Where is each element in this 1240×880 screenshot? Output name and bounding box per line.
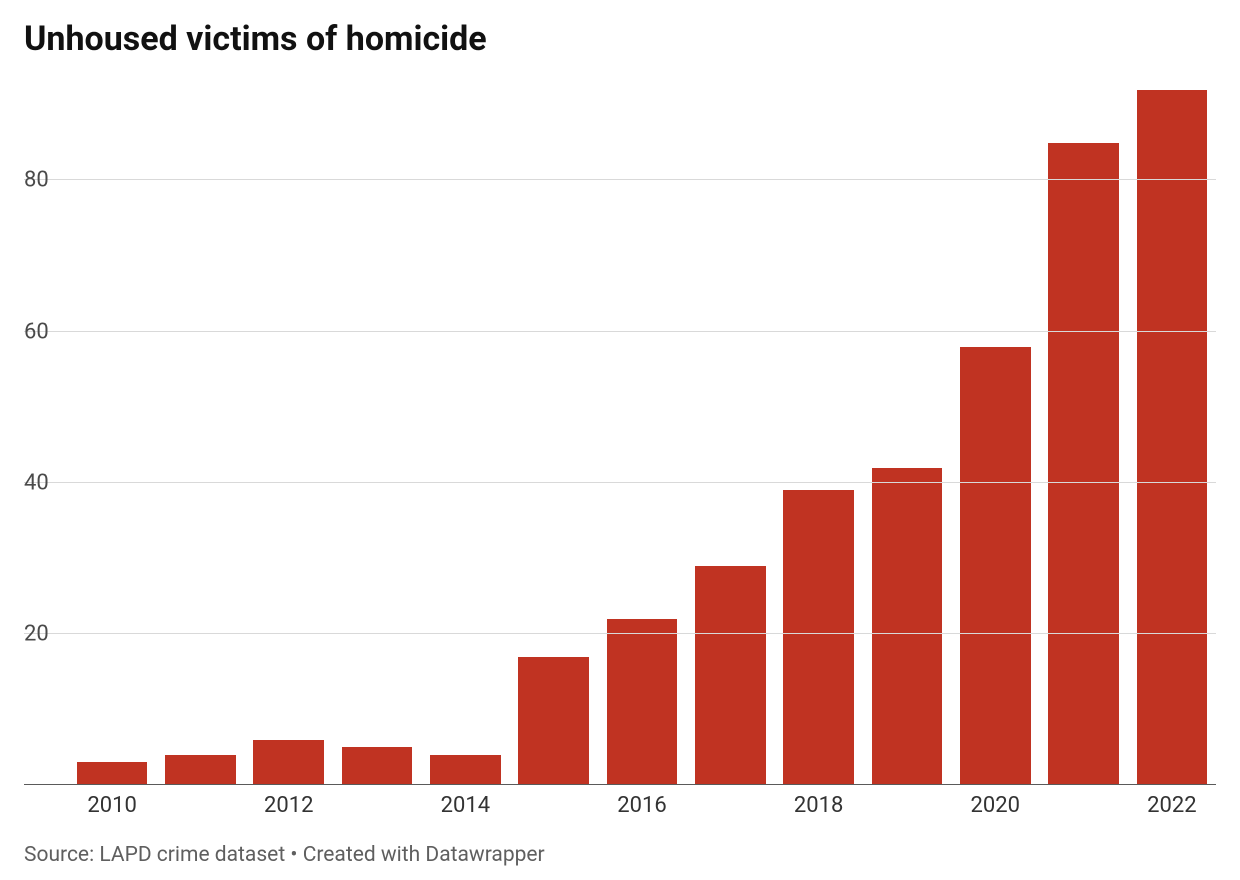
x-tick-label: 2014 — [441, 793, 490, 818]
bar — [1048, 143, 1119, 785]
x-tick-label: 2022 — [1147, 793, 1196, 818]
bar — [960, 347, 1031, 785]
bar — [253, 740, 324, 785]
x-tick-label: 2016 — [617, 793, 666, 818]
chart-plot-area: 20 40 60 80 — [24, 67, 1216, 785]
gridline — [24, 482, 1216, 483]
y-tick-label: 60 — [24, 319, 49, 344]
bar — [1137, 90, 1208, 785]
gridline — [24, 331, 1216, 332]
bar — [342, 747, 413, 785]
bar — [77, 762, 148, 785]
gridline — [24, 633, 1216, 634]
plot-region: 20 40 60 80 — [24, 67, 1216, 785]
bar — [607, 619, 678, 785]
chart-title: Unhoused victims of homicide — [24, 20, 1216, 59]
bar — [430, 755, 501, 785]
y-tick-label: 40 — [24, 470, 49, 495]
bar — [783, 490, 854, 785]
y-tick-label: 20 — [24, 621, 49, 646]
y-tick-label: 80 — [24, 168, 49, 193]
bar — [872, 468, 943, 785]
x-tick-label: 2012 — [264, 793, 313, 818]
bar — [518, 657, 589, 785]
x-tick-label: 2018 — [794, 793, 843, 818]
x-axis-labels: 2010 2012 2014 2016 2018 2020 2022 — [24, 785, 1216, 825]
bar — [695, 566, 766, 785]
x-tick-label: 2020 — [970, 793, 1019, 818]
bar — [165, 755, 236, 785]
gridline — [24, 179, 1216, 180]
bars-layer — [24, 67, 1216, 785]
x-tick-label: 2010 — [87, 793, 136, 818]
source-line: Source: LAPD crime dataset • Created wit… — [24, 843, 1216, 867]
chart-container: Unhoused victims of homicide 20 40 60 80 20… — [0, 0, 1240, 880]
